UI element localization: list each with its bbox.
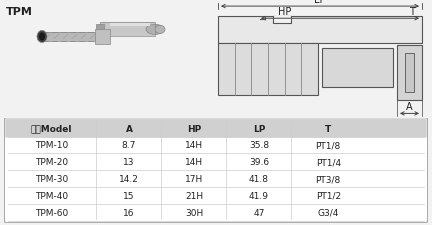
- Bar: [100, 23, 155, 37]
- Ellipse shape: [39, 33, 45, 41]
- Bar: [40, 33, 100, 41]
- Text: 41.8: 41.8: [249, 174, 269, 183]
- Text: 35.8: 35.8: [249, 141, 269, 150]
- Bar: [95, 30, 110, 44]
- Text: 16: 16: [123, 208, 135, 217]
- Text: LP: LP: [314, 0, 326, 5]
- Bar: [96, 25, 104, 35]
- Text: TPM-10: TPM-10: [35, 141, 68, 150]
- Text: 47: 47: [253, 208, 265, 217]
- Text: PT1/2: PT1/2: [316, 191, 341, 200]
- Bar: [218, 17, 422, 43]
- Text: T: T: [409, 7, 415, 17]
- Text: PT1/4: PT1/4: [316, 158, 341, 166]
- Text: 39.6: 39.6: [249, 158, 269, 166]
- Text: 14H: 14H: [185, 158, 203, 166]
- Ellipse shape: [37, 31, 47, 43]
- Bar: [397, 45, 422, 101]
- Text: TPM: TPM: [6, 7, 33, 17]
- FancyBboxPatch shape: [5, 119, 427, 138]
- Text: TPM-30: TPM-30: [35, 174, 68, 183]
- Text: A: A: [125, 124, 133, 133]
- Bar: [405, 53, 414, 93]
- Text: HP: HP: [278, 7, 291, 17]
- Text: 14.2: 14.2: [119, 174, 139, 183]
- Text: HP: HP: [187, 124, 201, 133]
- Ellipse shape: [146, 25, 164, 35]
- Text: G3/4: G3/4: [318, 208, 339, 217]
- Bar: [110, 24, 150, 27]
- Bar: [40, 33, 100, 41]
- Text: 41.9: 41.9: [249, 191, 269, 200]
- Text: 8.7: 8.7: [122, 141, 136, 150]
- Text: 17H: 17H: [185, 174, 203, 183]
- Bar: [273, 17, 291, 24]
- Bar: [322, 48, 393, 88]
- Text: A: A: [406, 102, 413, 112]
- Text: 13: 13: [123, 158, 135, 166]
- Text: PT1/8: PT1/8: [315, 141, 341, 150]
- Text: 21H: 21H: [185, 191, 203, 200]
- Text: 型号Model: 型号Model: [31, 124, 72, 133]
- Bar: [218, 43, 318, 96]
- Ellipse shape: [155, 26, 165, 34]
- Text: TPM-60: TPM-60: [35, 208, 68, 217]
- FancyBboxPatch shape: [4, 118, 428, 223]
- Text: PT3/8: PT3/8: [315, 174, 341, 183]
- Bar: [100, 23, 155, 37]
- Text: T: T: [325, 124, 331, 133]
- Text: 30H: 30H: [185, 208, 203, 217]
- Text: LP: LP: [253, 124, 265, 133]
- Text: 15: 15: [123, 191, 135, 200]
- Text: 14H: 14H: [185, 141, 203, 150]
- Text: TPM-40: TPM-40: [35, 191, 68, 200]
- Text: TPM-20: TPM-20: [35, 158, 68, 166]
